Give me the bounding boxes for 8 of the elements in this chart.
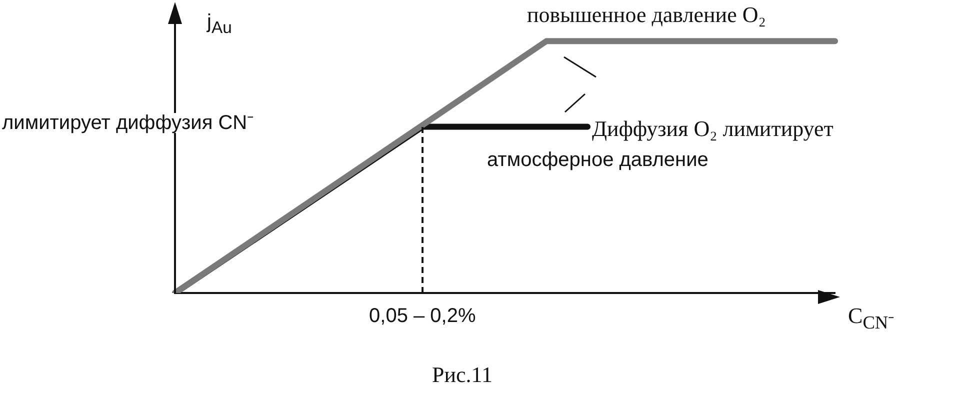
text: 0,05 – 0,2% xyxy=(369,305,476,327)
y-axis-title: j$_{Au}$ xyxy=(207,11,232,37)
x-axis-title: C$_{CN⁻}$ xyxy=(848,303,894,332)
annotation: лимитирует диффузия CN⁻ xyxy=(2,112,254,134)
text: Рис.11 xyxy=(432,362,492,387)
annotation: Диффузия O₂ лимитирует xyxy=(592,116,834,141)
annotation: атмосферное давление xyxy=(487,149,708,171)
text: повышенное давление O₂ xyxy=(527,2,766,27)
